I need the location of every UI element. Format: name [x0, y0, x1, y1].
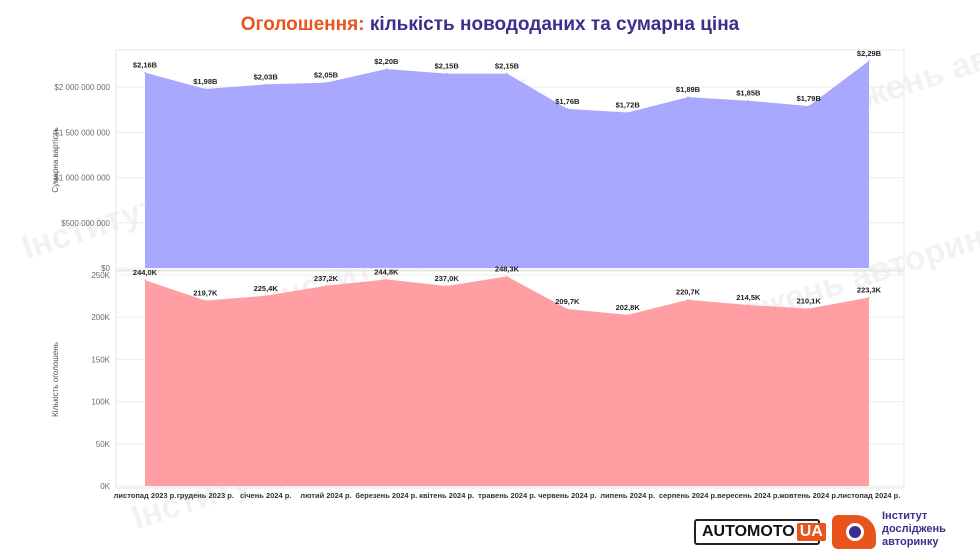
title-rest: кількість новододаних та сумарна ціна — [364, 14, 740, 35]
x-tick-label: липень 2024 р. — [600, 491, 655, 500]
automoto-logo-text: AUTOMOTO — [702, 523, 795, 540]
value-data-point — [747, 99, 750, 102]
value-data-point — [626, 111, 629, 114]
count-data-label: 237,2K — [314, 274, 339, 283]
institute-line1: Інститут — [882, 510, 928, 522]
x-tick-label: вересень 2024 р. — [717, 491, 779, 500]
count-y-tick-label: 0K — [100, 482, 110, 491]
value-data-point — [506, 72, 508, 75]
value-data-point — [868, 60, 870, 62]
count-panel: 0K 50K 100K 150K 200K 250K 244,0K 219,7K 225,4K 2… — [51, 264, 905, 491]
institute-logo-text: Інститут досліджень авторинку — [882, 510, 946, 549]
count-data-label: 214,5K — [736, 293, 761, 302]
automoto-logo-suffix: UA — [796, 523, 826, 541]
count-y-tick-label: 50K — [96, 440, 111, 449]
value-data-point — [445, 72, 448, 75]
count-data-label: 225,4K — [254, 284, 279, 293]
count-data-point — [385, 278, 388, 281]
institute-line2: досліджень — [882, 523, 946, 535]
value-area — [145, 60, 869, 269]
value-data-label: $2,03B — [254, 72, 279, 81]
value-data-label: $1,76B — [555, 97, 580, 106]
value-data-point — [566, 108, 569, 110]
value-data-label: $2,15B — [435, 62, 460, 71]
count-data-label: 210,1K — [797, 297, 822, 306]
count-data-point — [687, 298, 689, 301]
value-data-label: $2,16B — [133, 61, 158, 70]
count-data-point — [747, 304, 750, 306]
x-tick-label: лютий 2024 р. — [300, 491, 351, 500]
count-y-tick-label: 100K — [91, 398, 110, 407]
x-tick-label: червень 2024 р. — [538, 491, 596, 500]
value-data-label: $2,05B — [314, 71, 339, 80]
value-panel: $0 $500 000 000 $1 000 000 000 $1 500 000 0… — [51, 49, 905, 273]
value-data-label: $1,85B — [736, 89, 761, 98]
value-panel-frame — [115, 49, 905, 271]
count-data-label: 244,0K — [133, 268, 158, 277]
value-y-tick-label: $500 000 000 — [61, 219, 110, 228]
value-data-label: $1,89B — [676, 85, 701, 94]
dual-area-chart: $0 $500 000 000 $1 000 000 000 $1 500 000 0… — [51, 49, 905, 500]
value-data-point — [325, 81, 327, 84]
x-tick-label: серпень 2024 р. — [659, 491, 717, 500]
count-data-point — [868, 296, 870, 299]
x-tick-label: листопад 2023 р. — [114, 491, 177, 500]
institute-circle-icon — [846, 523, 864, 541]
count-data-label: 202,8K — [616, 303, 641, 312]
count-area — [145, 276, 869, 486]
count-data-point — [807, 307, 810, 310]
x-tick-label: квітень 2024 р. — [419, 491, 474, 500]
count-data-label: 220,7K — [676, 288, 701, 297]
x-tick-label: жовтень 2024 р. — [778, 491, 838, 500]
value-data-label: $2,15B — [495, 62, 520, 71]
count-axis-name: Кількість оголошень — [51, 342, 60, 417]
x-axis: листопад 2023 р. грудень 2023 р. січень 20… — [114, 491, 901, 500]
value-data-label: $1,98B — [193, 77, 218, 86]
value-data-point — [385, 68, 388, 70]
automoto-logo: AUTOMOTO UA — [694, 519, 826, 545]
value-y-tick-label: $2 000 000 000 — [54, 83, 110, 92]
value-axis-name: Сумарна вартість — [51, 127, 60, 192]
value-data-point — [204, 88, 207, 90]
count-data-label: 223,3K — [857, 286, 882, 295]
value-data-label: $2,29B — [857, 49, 882, 58]
value-data-point — [144, 71, 146, 74]
value-data-point — [807, 105, 810, 107]
value-data-point — [264, 83, 267, 86]
institute-line3: авторинку — [882, 536, 939, 548]
count-data-point — [325, 285, 327, 287]
count-data-label: 248,3K — [495, 264, 520, 273]
count-y-tick-label: 200K — [91, 313, 110, 322]
count-data-point — [445, 285, 448, 287]
count-data-point — [626, 314, 629, 316]
value-y-tick-label: $1 500 000 000 — [54, 128, 110, 137]
count-data-label: 219,7K — [193, 289, 218, 298]
value-y-tick-label: $1 000 000 000 — [54, 174, 110, 183]
value-data-label: $1,79B — [797, 94, 822, 103]
value-data-point — [687, 96, 689, 98]
value-data-label: $1,72B — [616, 100, 641, 109]
count-data-point — [506, 275, 508, 278]
institute-logo: Інститут досліджень авторинку — [832, 505, 972, 555]
count-panel-frame — [115, 270, 905, 489]
x-tick-label: травень 2024 р. — [478, 491, 536, 500]
count-data-point — [144, 279, 146, 281]
count-data-label: 244,8K — [374, 267, 399, 276]
x-tick-label: листопад 2024 р. — [838, 491, 901, 500]
x-tick-label: січень 2024 р. — [240, 491, 291, 500]
x-tick-label: грудень 2023 р. — [177, 491, 234, 500]
count-data-label: 237,0K — [435, 274, 460, 283]
value-data-label: $2,20B — [374, 57, 399, 66]
chart-title: Оголошення: кількість новододаних та сум… — [0, 14, 980, 36]
count-data-point — [566, 308, 569, 310]
count-data-point — [264, 294, 267, 297]
title-accent: Оголошення: — [240, 14, 365, 35]
value-y-tick-label: $0 — [101, 264, 110, 273]
count-data-label: 209,7K — [555, 297, 580, 306]
count-y-tick-label: 250K — [91, 271, 110, 280]
x-tick-label: березень 2024 р. — [355, 491, 417, 500]
count-data-point — [204, 299, 207, 302]
count-y-tick-label: 150K — [91, 355, 110, 364]
